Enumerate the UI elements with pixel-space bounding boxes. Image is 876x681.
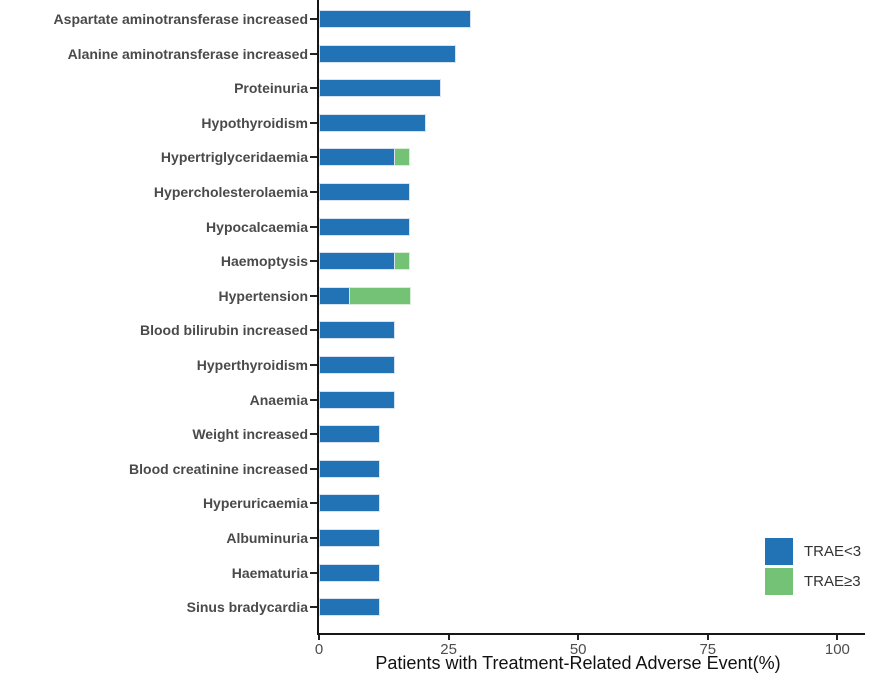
- bar-segment-trae-ge3: [395, 252, 411, 271]
- bar-segment-trae-lt3: [319, 494, 381, 513]
- bar-row: [319, 390, 396, 409]
- bar-row: [319, 217, 411, 236]
- y-axis-label: Aspartate aminotransferase increased: [53, 11, 308, 27]
- y-axis-label: Hypocalcaemia: [206, 218, 308, 235]
- bar-segment-trae-lt3: [319, 148, 396, 167]
- bar-segment-trae-lt3: [319, 425, 381, 444]
- y-axis-tick: [310, 364, 317, 366]
- y-axis-label: Hyperthyroidism: [196, 357, 308, 373]
- y-axis-tick: [310, 537, 317, 539]
- bar-row: [319, 286, 411, 305]
- y-axis-tick: [310, 260, 317, 263]
- bar-row: [319, 459, 381, 478]
- y-axis-labels: Aspartate aminotransferase increased Alan…: [0, 0, 308, 633]
- legend-label: TRAE<3: [804, 543, 862, 560]
- y-axis-tick: [310, 52, 317, 55]
- y-axis-label: Sinus bradycardia: [186, 599, 308, 616]
- y-axis-tick: [310, 156, 317, 159]
- bar-segment-trae-lt3: [319, 44, 457, 63]
- y-axis-tick: [310, 225, 317, 228]
- y-axis-label: Blood bilirubin increased: [139, 322, 308, 339]
- y-axis-tick: [310, 329, 317, 332]
- legend-label: TRAE≥3: [804, 573, 861, 590]
- bar-row: [319, 529, 381, 547]
- y-axis-tick: [310, 398, 317, 401]
- bar-row: [319, 79, 441, 98]
- y-axis-tick: [310, 502, 317, 505]
- x-axis-tick: [836, 635, 839, 640]
- y-axis-tick: [310, 87, 317, 90]
- bar-row: [319, 183, 411, 201]
- bar-segment-trae-lt3: [319, 563, 381, 582]
- legend-swatch-blue: [765, 538, 793, 565]
- x-axis-tick: [577, 635, 580, 640]
- bar-row: [319, 598, 381, 617]
- y-axis-label: Alanine aminotransferase increased: [67, 45, 308, 62]
- bar-row: [319, 321, 396, 340]
- bar-segment-trae-lt3: [319, 286, 350, 305]
- bar-row: [319, 356, 396, 374]
- x-axis-tick-label: 100: [824, 641, 850, 658]
- bar-segment-trae-lt3: [319, 529, 381, 547]
- x-axis-tick: [706, 635, 709, 640]
- y-axis-label: Proteinuria: [234, 80, 308, 97]
- x-axis-tick-label: 25: [440, 641, 457, 658]
- bar-row: [319, 563, 381, 582]
- y-axis-label: Hyperuricaemia: [202, 495, 308, 512]
- legend-swatch-green: [765, 568, 793, 595]
- y-axis-tick: [310, 18, 317, 20]
- bar-segment-trae-lt3: [319, 217, 411, 236]
- bar-segment-trae-lt3: [319, 390, 396, 409]
- bar-segment-trae-lt3: [319, 459, 381, 478]
- bar-segment-trae-lt3: [319, 252, 396, 271]
- y-axis-label: Hypercholesterolaemia: [153, 184, 308, 200]
- bar-segment-trae-ge3: [395, 148, 411, 167]
- y-axis-label: Albuminuria: [226, 530, 308, 546]
- y-axis-tick: [310, 467, 317, 470]
- y-axis-label: Hypertension: [218, 287, 308, 304]
- bar-segment-trae-lt3: [319, 356, 396, 374]
- y-axis-label: Haemoptysis: [220, 253, 308, 270]
- bar-row: [319, 10, 472, 28]
- x-axis-tick: [318, 635, 320, 640]
- bar-segment-trae-lt3: [319, 113, 426, 132]
- y-axis-label: Haematuria: [231, 564, 308, 581]
- legend: TRAE<3 TRAE≥3: [765, 538, 861, 598]
- x-axis-tick-label: 0: [314, 641, 324, 658]
- y-axis-tick: [310, 433, 317, 436]
- x-axis-title: Patients with Treatment-Related Adverse …: [375, 653, 781, 673]
- x-axis-tick-label: 75: [699, 641, 717, 658]
- bar-row: [319, 148, 411, 167]
- bar-row: [319, 494, 381, 513]
- bar-row: [319, 113, 426, 132]
- y-axis-label: Hypothyroidism: [201, 114, 308, 131]
- y-axis-label: Anaemia: [249, 391, 308, 408]
- y-axis-tick: [310, 294, 317, 297]
- y-axis-tick: [310, 571, 317, 574]
- bar-row: [319, 252, 411, 271]
- x-axis-tick: [447, 635, 450, 640]
- y-axis-label: Weight increased: [192, 426, 308, 443]
- y-axis-label: Hypertriglyceridaemia: [160, 149, 308, 166]
- y-axis-label: Blood creatinine increased: [129, 460, 308, 477]
- y-axis-tick-marks: [310, 0, 317, 633]
- y-axis-tick: [310, 606, 317, 609]
- plot-area: [317, 0, 865, 635]
- bar-segment-trae-lt3: [319, 10, 472, 28]
- bar-segment-trae-ge3: [349, 286, 411, 305]
- legend-item: TRAE<3: [765, 538, 861, 565]
- x-axis-tick-label: 50: [569, 641, 587, 658]
- x-axis-ticks: 0 25 50 75 100: [315, 635, 865, 661]
- bar-row: [319, 425, 381, 444]
- bar-segment-trae-lt3: [319, 598, 381, 617]
- bar-segment-trae-lt3: [319, 183, 411, 201]
- bar-segment-trae-lt3: [319, 79, 441, 98]
- y-axis-tick: [310, 121, 317, 124]
- bar-segment-trae-lt3: [319, 321, 396, 340]
- legend-item: TRAE≥3: [765, 568, 861, 595]
- y-axis-tick: [310, 191, 317, 193]
- bar-row: [319, 44, 457, 63]
